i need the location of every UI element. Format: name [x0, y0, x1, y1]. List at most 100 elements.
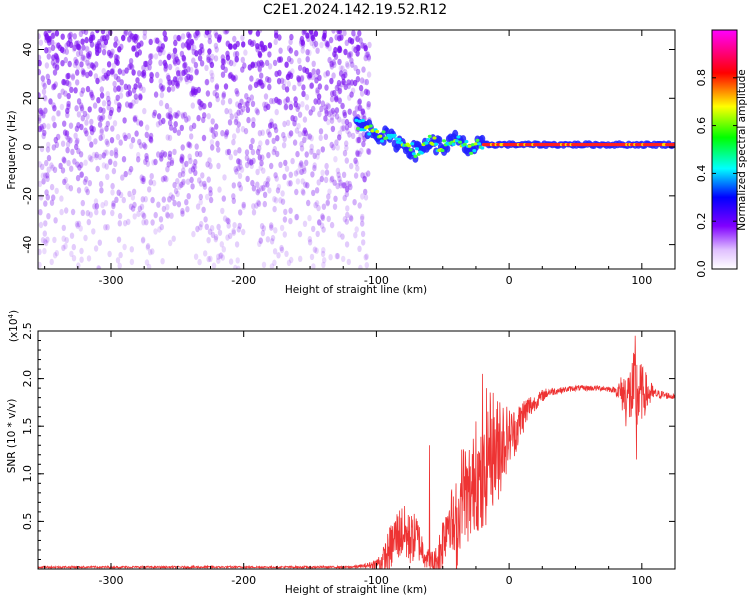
- spectrogram-trace-core: [472, 149, 477, 153]
- spectrogram-noise-dot: [282, 231, 287, 238]
- spectrogram-noise-dot: [76, 122, 81, 129]
- spectrogram-noise-dot: [340, 102, 345, 110]
- spectrogram-noise-dot: [322, 257, 327, 264]
- spectrogram-trace-core: [415, 147, 419, 151]
- spectrogram-noise-dot: [192, 44, 197, 52]
- spectrogram-noise-dot: [341, 78, 346, 86]
- spectrogram-noise-dot: [187, 153, 192, 160]
- spectrogram-noise-dot: [185, 178, 191, 185]
- spectrogram-noise-dot: [296, 122, 301, 130]
- colorbar-tick-label: 0.8: [695, 69, 708, 87]
- spectrogram-noise-dot: [310, 171, 315, 178]
- spectrogram-noise-dot: [303, 130, 309, 137]
- spectrogram-noise-dot: [276, 252, 281, 259]
- spectrogram-noise-dot: [81, 69, 86, 76]
- spectrogram-noise-dot: [57, 92, 62, 100]
- spectrogram-noise-dot: [60, 33, 65, 40]
- spectrogram-noise-dot: [69, 86, 74, 94]
- spectrogram-noise-dot: [284, 250, 289, 257]
- spectrogram-noise-dot: [261, 81, 267, 88]
- spectrogram-trace-core: [357, 119, 362, 123]
- spectrogram-noise-dot: [38, 221, 44, 229]
- spectrogram-noise-dot: [75, 161, 80, 168]
- spectrogram-noise-dot: [366, 71, 372, 78]
- spectrogram-noise-dot: [244, 154, 250, 161]
- spectrogram-noise-dot: [38, 68, 42, 76]
- spectrogram-noise-dot: [65, 183, 70, 190]
- spectrogram-noise-dot: [93, 245, 99, 252]
- spectrogram-noise-dot: [188, 157, 193, 165]
- spectrogram-noise-dot: [250, 100, 256, 108]
- spectrogram-noise-dot: [341, 125, 346, 132]
- spectrogram-noise-dot: [277, 69, 282, 77]
- spectrogram-noise-dot: [173, 121, 178, 128]
- spectrogram-noise-dot: [282, 135, 287, 143]
- spectrogram-noise-dot: [82, 55, 88, 62]
- spectrogram-noise-dot: [68, 122, 74, 129]
- spectrogram-noise-dot: [321, 247, 326, 254]
- spectrogram-noise-dot: [128, 165, 134, 173]
- spectrogram-noise-dot: [332, 89, 337, 97]
- spectrogram-noise-dot: [259, 223, 265, 230]
- spectrogram-noise-dot: [176, 58, 181, 66]
- spectrogram-noise-dot: [130, 205, 136, 212]
- spectrogram-noise-dot: [80, 115, 86, 122]
- spectrogram-noise-dot: [142, 107, 147, 115]
- spectrogram-noise-dot: [334, 34, 339, 41]
- spectrogram-noise-dot: [263, 180, 268, 188]
- spectrogram-noise-dot: [337, 30, 343, 35]
- spectrogram-noise-dot: [296, 75, 301, 82]
- spectrogram-noise-dot: [362, 78, 367, 86]
- spectrogram-noise-dot: [316, 93, 322, 100]
- spectrogram-noise-dot: [329, 141, 334, 149]
- spectrogram-trace-core: [473, 142, 478, 146]
- spectrogram-noise-dot: [180, 154, 185, 161]
- spectrogram-trace-core: [424, 141, 429, 145]
- spectrogram-noise-dot: [309, 82, 314, 89]
- spectrogram-noise-dot: [251, 121, 256, 129]
- spectrogram-noise-dot: [257, 50, 262, 58]
- spectrogram-noise-dot: [269, 97, 274, 105]
- spectrogram-noise-dot: [148, 249, 153, 256]
- spectrogram-noise-dot: [250, 137, 255, 145]
- spectrogram-noise-dot: [98, 76, 103, 83]
- spectrogram-trace-core: [411, 152, 416, 156]
- spectrogram-noise-dot: [50, 164, 55, 171]
- spectrogram-noise-dot: [363, 45, 368, 52]
- spectrogram-noise-dot: [150, 196, 155, 204]
- spectrogram-noise-dot: [191, 230, 196, 238]
- spectrogram-noise-dot: [117, 46, 122, 53]
- spectrogram-noise-dot: [53, 217, 58, 224]
- spectrogram-noise-dot: [150, 219, 155, 226]
- spectrogram-noise-dot: [340, 65, 345, 72]
- spectrogram-noise-dot: [155, 37, 160, 44]
- spectrogram-noise-dot: [313, 202, 318, 209]
- spectrogram-noise-dot: [269, 238, 275, 245]
- spectrogram-noise-dot: [167, 63, 173, 71]
- spectrogram-trace-core: [410, 142, 415, 146]
- spectrogram-trace-core: [477, 142, 482, 146]
- spectrogram-noise-dot: [80, 199, 86, 207]
- spectrogram-noise-dot: [206, 176, 211, 183]
- spectrogram-noise-dot: [126, 218, 131, 226]
- spectrogram-noise-dot: [123, 134, 128, 141]
- spectrogram-noise-dot: [335, 144, 340, 151]
- spectrogram-noise-dot: [123, 30, 128, 35]
- spectrogram-noise-dot: [301, 189, 306, 196]
- spectrogram-noise-dot: [145, 124, 150, 131]
- spectrogram-noise-dot: [163, 65, 168, 72]
- spectrogram-noise-dot: [51, 194, 56, 201]
- spectrogram-noise-dot: [46, 123, 51, 130]
- spectrogram-noise-dot: [202, 180, 207, 188]
- spectrogram-noise-dot: [97, 114, 102, 122]
- spectrogram-noise-dot: [270, 234, 276, 242]
- spectrogram-noise-dot: [228, 43, 233, 50]
- spectrogram-noise-dot: [231, 182, 236, 189]
- spectrogram-noise-dot: [161, 84, 166, 92]
- spectrogram-noise-dot: [60, 88, 65, 95]
- spectrogram-noise-dot: [163, 35, 168, 42]
- spectrogram-noise-dot: [311, 189, 316, 197]
- spectrogram-trace-core: [380, 139, 384, 143]
- spectrogram-noise-dot: [257, 154, 262, 161]
- spectrogram-noise-dot: [182, 62, 187, 69]
